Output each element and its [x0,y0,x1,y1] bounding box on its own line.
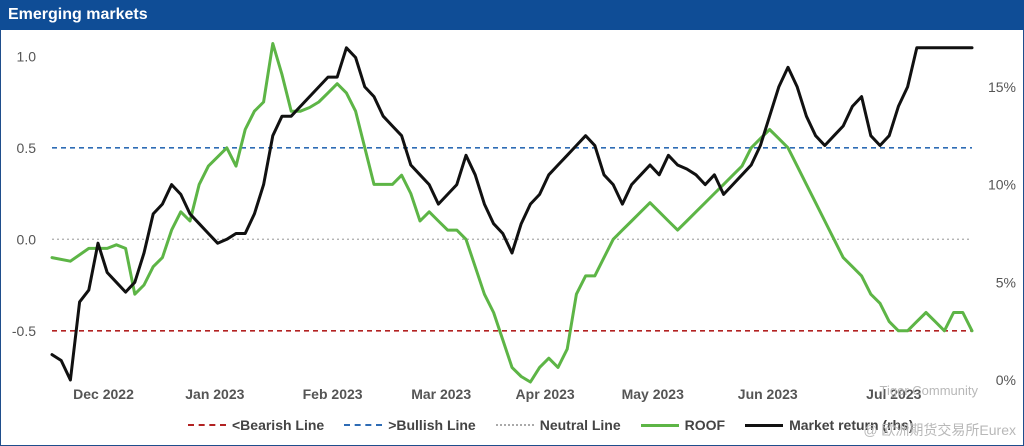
legend-label-roof: ROOF [684,417,726,433]
y-right-tick-label: 15% [988,79,1016,95]
y-left-tick-label: -0.5 [12,323,36,339]
x-tick-label: Mar 2023 [411,386,471,402]
legend-label-neutral: Neutral Line [539,417,621,433]
x-tick-label: Feb 2023 [303,386,363,402]
y-right-tick-label: 10% [988,177,1016,193]
y-left-tick-label: 1.0 [17,48,37,64]
legend-item-roof: ROOF [640,417,726,433]
market-return-series-line [50,46,974,382]
legend-swatch-roof [640,423,679,427]
legend-swatch-neutral [495,424,534,426]
legend-item-bullish: >Bullish Line [344,417,476,433]
panel-header: Emerging markets [0,0,1024,30]
y-right-tick-label: 5% [996,274,1016,290]
x-tick-label: Jan 2023 [185,386,244,402]
legend-label-bullish: >Bullish Line [388,417,476,433]
watermark-line-2: @ 欧洲期货交易所Eurex [863,422,1016,438]
x-tick-label: Jun 2023 [738,386,798,402]
legend-swatch-market-return [745,423,784,427]
watermark-line-1: Tiger Community [879,383,978,398]
legend-item-neutral: Neutral Line [495,417,621,433]
x-tick-label: Apr 2023 [516,386,575,402]
y-left-tick-label: 0.0 [17,231,37,247]
legend-label-bearish: <Bearish Line [232,417,325,433]
roof-series-line [50,42,974,384]
legend-swatch-bearish [188,424,226,426]
legend-item-market-return: Market return (rhs) [745,417,914,433]
panel-title: Emerging markets [8,6,148,23]
x-tick-label: Dec 2022 [73,386,134,402]
legend-swatch-bullish [344,424,383,426]
legend-label-market-return: Market return (rhs) [789,417,914,433]
legend: <Bearish Line >Bullish Line Neutral Line… [188,413,934,437]
x-tick-label: May 2023 [622,386,684,402]
legend-item-bearish: <Bearish Line [188,417,324,433]
x-tick-label: Jul 2023 [866,386,921,402]
y-right-tick-label: 0% [996,372,1016,388]
y-left-tick-label: 0.5 [17,140,37,156]
